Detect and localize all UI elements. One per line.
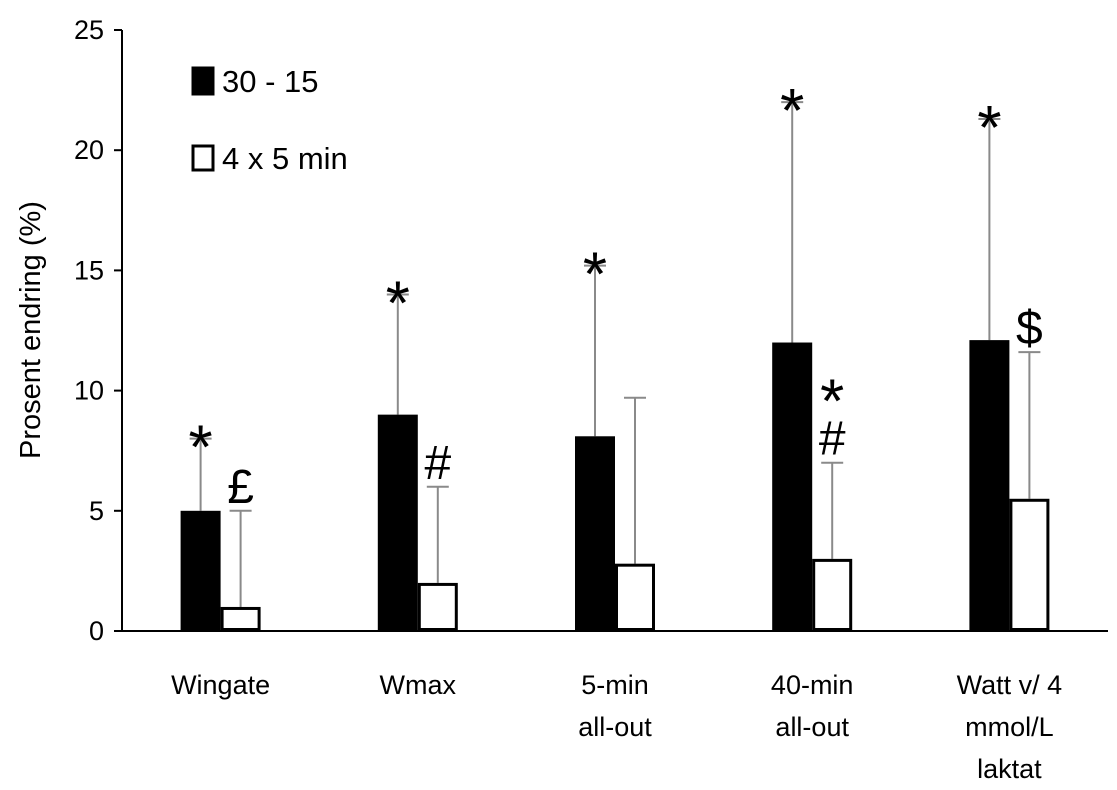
bar	[220, 606, 261, 632]
x-tick-label: all-out	[578, 712, 652, 742]
y-tick-label: 5	[89, 496, 104, 526]
significance-marker: £	[227, 461, 254, 514]
x-tick-label: 5-min	[581, 670, 649, 700]
significance-marker: *	[780, 77, 804, 146]
y-tick-label: 10	[74, 376, 104, 406]
x-tick-label: Wmax	[380, 670, 457, 700]
category-labels: Wingate Wmax 5-min all-out 40-min all-out Watt…	[171, 670, 1062, 784]
legend-label-4x5min: 4 x 5 min	[222, 141, 348, 176]
legend-swatch-30-15	[191, 66, 215, 96]
x-tick-label: Watt v/ 4	[957, 670, 1063, 700]
y-axis-label: Prosent endring (%)	[15, 201, 47, 459]
significance-marker: *	[820, 368, 844, 437]
y-ticks: 0 5 10 15 20 25	[74, 15, 122, 646]
y-tick-label: 20	[74, 135, 104, 165]
y-tick-label: 0	[89, 616, 104, 646]
bar	[1009, 498, 1050, 631]
bars	[180, 340, 1050, 632]
significance-marker: *	[977, 94, 1001, 163]
significance-marker: $	[1016, 302, 1043, 355]
significance-annotations: *£*#**#**$	[189, 77, 1043, 514]
axes: 0 5 10 15 20 25 Prosent endring (%)	[15, 15, 1108, 646]
bar	[812, 558, 853, 632]
bar	[575, 436, 615, 631]
bar	[615, 563, 655, 631]
bar	[180, 510, 221, 631]
bar	[417, 582, 458, 631]
significance-marker: *	[583, 241, 607, 310]
x-tick-label: laktat	[977, 754, 1042, 784]
significance-marker: #	[819, 413, 846, 466]
bar	[772, 342, 813, 631]
bar	[969, 340, 1010, 631]
x-tick-label: mmol/L	[965, 712, 1054, 742]
significance-marker: #	[424, 437, 451, 490]
legend-label-30-15: 30 - 15	[222, 64, 319, 99]
y-tick-label: 25	[74, 15, 104, 45]
significance-marker: *	[386, 269, 410, 338]
x-tick-label: Wingate	[171, 670, 270, 700]
bar	[377, 414, 418, 631]
y-tick-label: 15	[74, 255, 104, 285]
legend-swatch-4x5min	[191, 144, 215, 172]
error-bars	[189, 101, 1041, 607]
x-tick-label: 40-min	[771, 670, 854, 700]
legend: 30 - 15 4 x 5 min	[191, 64, 348, 176]
significance-marker: *	[189, 414, 213, 483]
x-tick-label: all-out	[775, 712, 849, 742]
